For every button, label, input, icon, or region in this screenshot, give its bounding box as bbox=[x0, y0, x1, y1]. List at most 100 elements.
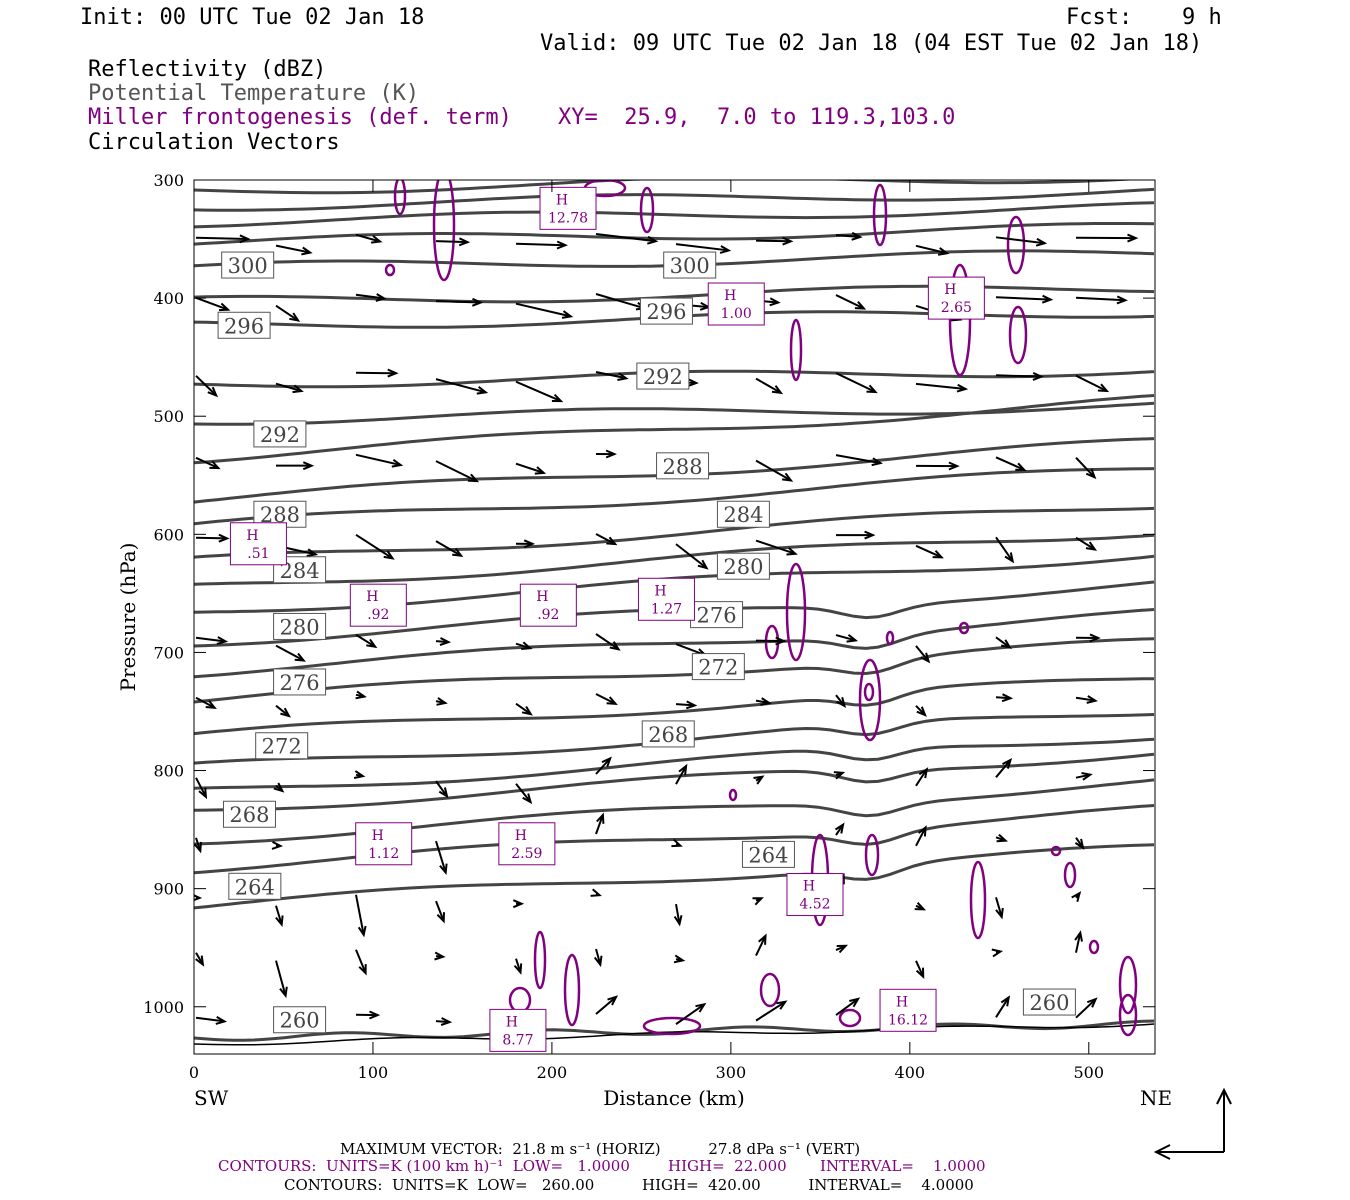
theta-contour-line bbox=[194, 843, 1155, 910]
svg-text:292: 292 bbox=[643, 365, 683, 389]
y-axis-label: Pressure (hPa) bbox=[116, 543, 140, 692]
circulation-vector bbox=[195, 533, 230, 543]
x-axis-label: Distance (km) bbox=[603, 1086, 745, 1110]
theta-contour-line bbox=[194, 506, 1155, 559]
svg-text:260: 260 bbox=[1029, 991, 1069, 1015]
circulation-vector bbox=[995, 371, 1044, 381]
svg-text:280: 280 bbox=[280, 615, 320, 639]
x-tick-label: 200 bbox=[537, 1063, 568, 1082]
circulation-vector bbox=[755, 236, 794, 246]
theta-contour-line bbox=[194, 778, 1155, 846]
circulation-vector bbox=[435, 840, 448, 876]
circulation-vector bbox=[995, 456, 1027, 471]
high-value: 12.78 bbox=[548, 210, 588, 226]
frontogenesis-high: H 2.65 bbox=[927, 276, 985, 320]
theta-label: 272 bbox=[255, 732, 309, 760]
circulation-vector bbox=[435, 297, 484, 307]
circulation-vector bbox=[835, 294, 867, 310]
circulation-vector bbox=[595, 533, 618, 546]
frontogenesis-contour bbox=[508, 986, 532, 1014]
high-marker: H bbox=[724, 288, 736, 304]
frontogenesis-contour bbox=[864, 833, 880, 877]
circulation-vector bbox=[593, 948, 603, 968]
circulation-vector bbox=[995, 294, 1054, 304]
contours-frontogenesis: CONTOURS: UNITS=K (100 km h)⁻¹ LOW= 1.00… bbox=[218, 1157, 986, 1175]
y-tick-label: 400 bbox=[153, 289, 184, 308]
circulation-vector bbox=[515, 641, 533, 650]
circulation-vector bbox=[915, 645, 931, 664]
frontogenesis-contour bbox=[858, 658, 882, 742]
circulation-vector bbox=[755, 1000, 788, 1022]
circulation-vector bbox=[755, 377, 784, 395]
x-tick-label: 500 bbox=[1074, 1063, 1105, 1082]
circulation-vector bbox=[833, 771, 846, 780]
circulation-vector bbox=[355, 368, 399, 378]
circulation-vectors bbox=[194, 231, 1139, 1033]
circulation-vector bbox=[673, 903, 683, 927]
frontogenesis-contour bbox=[1063, 861, 1077, 889]
circulation-vector bbox=[435, 1017, 453, 1026]
theta-contour-line bbox=[194, 180, 1141, 195]
y-tick-label: 800 bbox=[153, 762, 184, 781]
theta-contour-line bbox=[194, 637, 1155, 704]
circulation-vector bbox=[355, 690, 367, 700]
high-marker: H bbox=[246, 528, 258, 544]
circulation-vector bbox=[995, 236, 1048, 247]
frontogenesis-contours bbox=[384, 180, 1138, 1037]
circulation-vector bbox=[355, 1010, 381, 1020]
high-marker: H bbox=[515, 828, 527, 844]
circulation-vector bbox=[435, 540, 464, 557]
circulation-vector bbox=[273, 782, 285, 793]
valid-time: Valid: 09 UTC Tue 02 Jan 18 (04 EST Tue … bbox=[540, 31, 1203, 56]
circulation-vector bbox=[195, 777, 208, 800]
circulation-vector bbox=[435, 637, 452, 646]
circulation-vector bbox=[275, 304, 301, 322]
circulation-vector bbox=[1075, 374, 1110, 393]
frontogenesis-contour bbox=[759, 972, 781, 1008]
theta-contour-line bbox=[194, 677, 1155, 736]
y-tick-label: 600 bbox=[153, 525, 184, 544]
legend-vectors: Circulation Vectors bbox=[88, 130, 340, 155]
circulation-vector bbox=[1074, 837, 1085, 850]
circulation-vector bbox=[595, 693, 618, 706]
legend-reflectivity: Reflectivity (dBZ) bbox=[88, 57, 327, 82]
circulation-vector bbox=[435, 780, 449, 799]
frontogenesis-contour bbox=[969, 860, 987, 940]
circulation-vector bbox=[195, 1016, 228, 1025]
x-tick-label: 300 bbox=[716, 1063, 747, 1082]
legend-theta: Potential Temperature (K) bbox=[88, 81, 420, 106]
circulation-vector bbox=[991, 948, 1004, 958]
frontogenesis-high: H .51 bbox=[229, 522, 287, 566]
svg-text:264: 264 bbox=[235, 875, 275, 899]
frontogenesis-high: H 1.12 bbox=[355, 822, 413, 866]
high-value: 1.12 bbox=[368, 846, 399, 862]
ne-label: NE bbox=[1140, 1086, 1172, 1110]
circulation-vector bbox=[915, 544, 944, 559]
forecast-hour: 9 h bbox=[1182, 5, 1222, 30]
circulation-vector bbox=[834, 822, 845, 836]
frontogenesis-contour bbox=[728, 788, 738, 802]
theta-label: 300 bbox=[221, 251, 275, 279]
high-value: 2.59 bbox=[511, 846, 542, 862]
circulation-vector bbox=[275, 244, 313, 256]
circulation-vector bbox=[355, 293, 387, 302]
circulation-vector bbox=[515, 302, 574, 319]
circulation-vector bbox=[275, 382, 304, 394]
circulation-vector bbox=[355, 949, 367, 976]
theta-label: 264 bbox=[228, 872, 282, 900]
circulation-vector bbox=[915, 825, 927, 847]
theta-label: 280 bbox=[273, 612, 327, 640]
svg-text:268: 268 bbox=[229, 803, 269, 827]
circulation-vector bbox=[755, 539, 798, 556]
frontogenesis-contour bbox=[948, 263, 972, 377]
circulation-vector bbox=[915, 960, 925, 980]
forecast-label: Fcst: bbox=[1066, 5, 1133, 30]
svg-text:268: 268 bbox=[648, 723, 688, 747]
frontogenesis-contour bbox=[563, 953, 581, 1027]
circulation-vector bbox=[435, 378, 489, 395]
circulation-vector bbox=[755, 697, 772, 706]
svg-text:296: 296 bbox=[224, 314, 264, 338]
circulation-vector bbox=[271, 841, 284, 850]
circulation-vector bbox=[995, 636, 1012, 649]
circulation-vector bbox=[435, 237, 471, 247]
